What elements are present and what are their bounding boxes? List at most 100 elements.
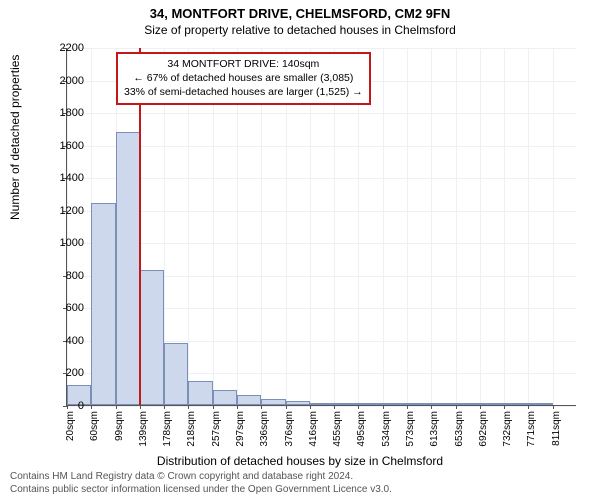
ytick-label: 200 xyxy=(44,367,84,379)
y-axis-label: Number of detached properties xyxy=(8,55,22,220)
xtick-mark xyxy=(553,405,554,409)
xtick-label: 455sqm xyxy=(332,411,343,447)
ytick-label: 2000 xyxy=(44,75,84,87)
xtick-label: 60sqm xyxy=(89,411,100,441)
xtick-mark xyxy=(237,405,238,409)
histogram-bar xyxy=(480,403,504,405)
histogram-bar xyxy=(140,270,164,405)
gridline-v xyxy=(480,48,481,405)
annotation-line-1: 34 MONTFORT DRIVE: 140sqm xyxy=(124,57,363,71)
gridline-h xyxy=(67,48,576,49)
xtick-label: 653sqm xyxy=(454,411,465,447)
xtick-mark xyxy=(504,405,505,409)
histogram-bar xyxy=(528,403,552,405)
xtick-mark xyxy=(480,405,481,409)
xtick-mark xyxy=(358,405,359,409)
xtick-mark xyxy=(407,405,408,409)
histogram-bar xyxy=(188,381,212,405)
xtick-mark xyxy=(528,405,529,409)
page-title: 34, MONTFORT DRIVE, CHELMSFORD, CM2 9FN xyxy=(0,6,600,21)
ytick-label: 1000 xyxy=(44,237,84,249)
histogram-bar xyxy=(310,403,334,405)
gridline-v xyxy=(383,48,384,405)
histogram-bar xyxy=(91,203,115,405)
gridline-v xyxy=(456,48,457,405)
xtick-label: 811sqm xyxy=(551,411,562,446)
gridline-h xyxy=(67,211,576,212)
gridline-v xyxy=(67,48,68,405)
xtick-label: 178sqm xyxy=(162,411,173,447)
histogram-bar xyxy=(116,132,140,405)
xtick-label: 692sqm xyxy=(478,411,489,447)
xtick-mark xyxy=(431,405,432,409)
gridline-h xyxy=(67,146,576,147)
xtick-label: 416sqm xyxy=(308,411,319,447)
xtick-label: 218sqm xyxy=(186,411,197,447)
xtick-mark xyxy=(213,405,214,409)
histogram-bar xyxy=(383,403,407,405)
histogram-bar xyxy=(504,403,528,405)
histogram-bar xyxy=(261,399,285,406)
histogram-bar xyxy=(358,403,382,405)
xtick-label: 534sqm xyxy=(381,411,392,447)
gridline-h xyxy=(67,406,576,407)
gridline-h xyxy=(67,113,576,114)
x-axis-label: Distribution of detached houses by size … xyxy=(0,454,600,468)
xtick-label: 732sqm xyxy=(502,411,513,447)
gridline-v xyxy=(504,48,505,405)
xtick-label: 376sqm xyxy=(284,411,295,447)
page-subtitle: Size of property relative to detached ho… xyxy=(0,23,600,37)
ytick-label: 1200 xyxy=(44,205,84,217)
gridline-v xyxy=(553,48,554,405)
ytick-label: 2200 xyxy=(44,42,84,54)
gridline-v xyxy=(528,48,529,405)
xtick-label: 613sqm xyxy=(429,411,440,447)
xtick-label: 139sqm xyxy=(138,411,149,447)
histogram-bar xyxy=(334,403,358,405)
xtick-label: 495sqm xyxy=(356,411,367,447)
xtick-mark xyxy=(383,405,384,409)
ytick-label: 1400 xyxy=(44,172,84,184)
footer: Contains HM Land Registry data © Crown c… xyxy=(10,470,392,496)
histogram-chart: 20sqm60sqm99sqm139sqm178sqm218sqm257sqm2… xyxy=(66,48,576,406)
annotation-line-3: 33% of semi-detached houses are larger (… xyxy=(124,85,363,99)
xtick-label: 99sqm xyxy=(114,411,125,441)
histogram-bar xyxy=(237,395,261,405)
xtick-mark xyxy=(140,405,141,409)
ytick-label: 0 xyxy=(44,400,84,412)
footer-line-2: Contains public sector information licen… xyxy=(10,483,392,496)
xtick-mark xyxy=(286,405,287,409)
histogram-bar xyxy=(213,390,237,405)
xtick-label: 297sqm xyxy=(235,411,246,447)
gridline-v xyxy=(431,48,432,405)
footer-line-1: Contains HM Land Registry data © Crown c… xyxy=(10,470,392,483)
xtick-mark xyxy=(91,405,92,409)
histogram-bar xyxy=(286,401,310,405)
xtick-mark xyxy=(334,405,335,409)
histogram-bar xyxy=(431,403,455,405)
xtick-label: 20sqm xyxy=(65,411,76,441)
gridline-h xyxy=(67,178,576,179)
xtick-mark xyxy=(116,405,117,409)
ytick-label: 800 xyxy=(44,270,84,282)
gridline-v xyxy=(407,48,408,405)
ytick-label: 400 xyxy=(44,335,84,347)
xtick-mark xyxy=(261,405,262,409)
histogram-bar xyxy=(456,403,480,405)
histogram-bar xyxy=(164,343,188,405)
histogram-bar xyxy=(407,403,431,405)
xtick-mark xyxy=(188,405,189,409)
ytick-label: 1600 xyxy=(44,140,84,152)
xtick-mark xyxy=(310,405,311,409)
xtick-label: 257sqm xyxy=(211,411,222,447)
annotation-box: 34 MONTFORT DRIVE: 140sqm ← 67% of detac… xyxy=(116,52,371,105)
ytick-label: 600 xyxy=(44,302,84,314)
ytick-label: 1800 xyxy=(44,107,84,119)
xtick-mark xyxy=(164,405,165,409)
xtick-mark xyxy=(456,405,457,409)
xtick-label: 771sqm xyxy=(526,411,537,447)
annotation-line-2: ← 67% of detached houses are smaller (3,… xyxy=(124,71,363,85)
xtick-label: 336sqm xyxy=(259,411,270,447)
gridline-h xyxy=(67,243,576,244)
xtick-label: 573sqm xyxy=(405,411,416,447)
